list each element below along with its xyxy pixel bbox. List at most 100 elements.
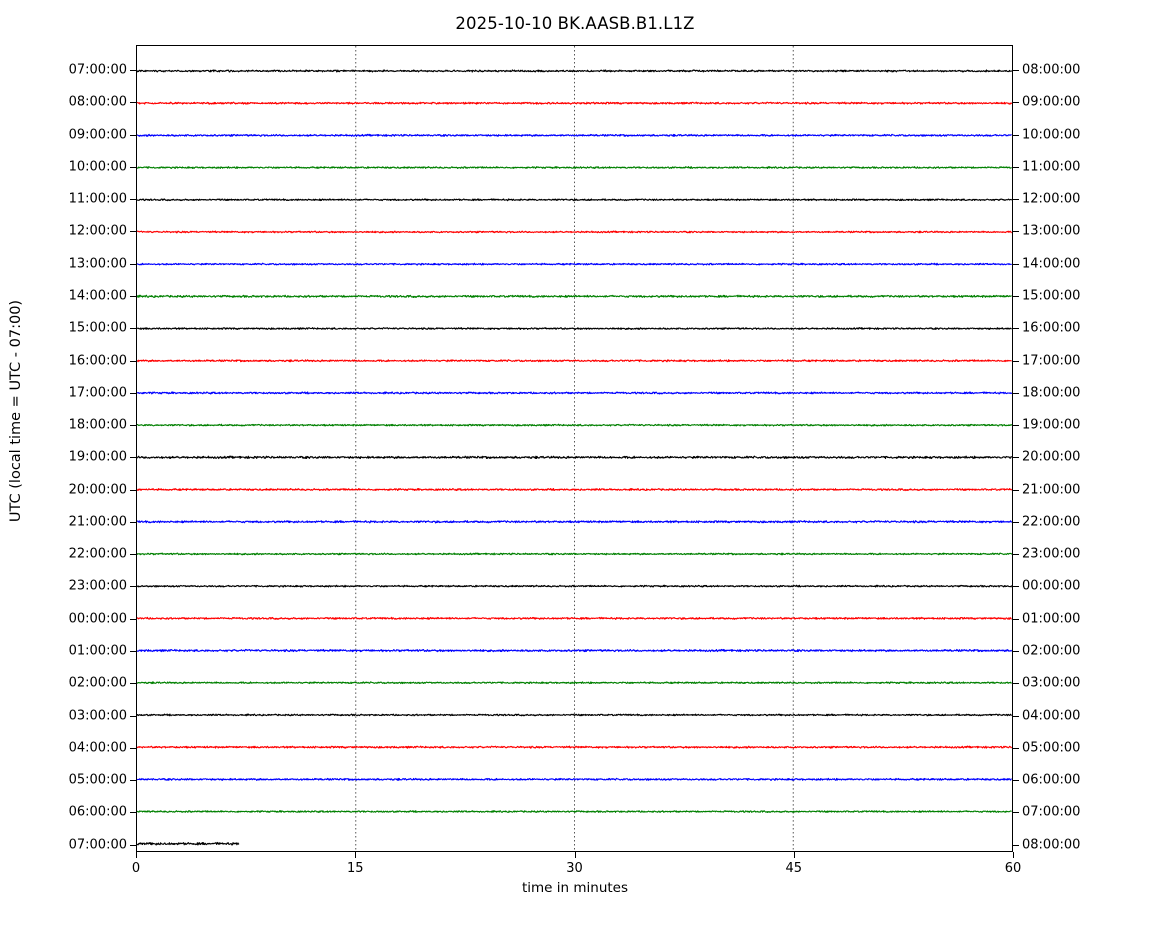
- y-tick-mark-right: [1013, 328, 1019, 330]
- y-tick-mark-left: [130, 134, 136, 136]
- y-tick-label-right: 10:00:00: [1022, 127, 1081, 143]
- y-tick-mark-left: [130, 360, 136, 362]
- y-tick-label-right: 09:00:00: [1022, 94, 1081, 110]
- y-tick-label-right: 11:00:00: [1022, 159, 1081, 175]
- x-tick-mark: [1013, 852, 1014, 858]
- y-tick-mark-left: [130, 392, 136, 394]
- trace-line: [137, 133, 1012, 137]
- y-tick-label-right: 18:00:00: [1022, 385, 1081, 401]
- y-tick-label-left: 20:00:00: [68, 482, 127, 498]
- x-tick-label: 0: [131, 861, 141, 876]
- y-tick-label-left: 07:00:00: [68, 62, 127, 78]
- x-tick-label: 15: [346, 861, 364, 876]
- trace-line: [137, 327, 1012, 331]
- y-tick-label-left: 11:00:00: [68, 191, 127, 207]
- trace-line: [137, 552, 1012, 556]
- y-tick-mark-right: [1013, 844, 1019, 846]
- y-tick-mark-left: [130, 263, 136, 265]
- trace-line: [137, 520, 1012, 524]
- trace-line: [137, 69, 1012, 73]
- y-tick-label-left: 18:00:00: [68, 417, 127, 433]
- y-tick-mark-left: [130, 231, 136, 233]
- trace-line: [137, 262, 1012, 266]
- y-tick-mark-left: [130, 780, 136, 782]
- page-title: 2025-10-10 BK.AASB.B1.L1Z: [455, 14, 695, 33]
- y-tick-mark-right: [1013, 102, 1019, 104]
- y-tick-mark-right: [1013, 554, 1019, 556]
- y-tick-label-left: 23:00:00: [68, 578, 127, 594]
- y-tick-mark-right: [1013, 780, 1019, 782]
- y-tick-mark-right: [1013, 360, 1019, 362]
- trace-line: [137, 455, 1012, 460]
- trace-line: [137, 359, 1012, 363]
- trace-line: [137, 101, 1012, 105]
- y-tick-label-right: 05:00:00: [1022, 740, 1081, 756]
- y-tick-mark-right: [1013, 263, 1019, 265]
- y-tick-mark-right: [1013, 70, 1019, 72]
- x-tick-mark: [793, 852, 795, 858]
- y-tick-mark-left: [130, 166, 136, 168]
- trace-line: [137, 713, 1012, 717]
- y-tick-mark-left: [130, 844, 136, 846]
- y-tick-mark-right: [1013, 618, 1019, 620]
- trace-line: [137, 487, 1012, 492]
- y-tick-label-left: 16:00:00: [68, 353, 127, 369]
- y-tick-label-left: 13:00:00: [68, 256, 127, 272]
- y-tick-label-left: 02:00:00: [68, 675, 127, 691]
- y-tick-label-right: 04:00:00: [1022, 708, 1081, 724]
- y-tick-label-right: 22:00:00: [1022, 514, 1081, 530]
- y-tick-mark-left: [130, 102, 136, 104]
- x-axis-label: time in minutes: [521, 880, 629, 896]
- x-tick-label: 60: [1004, 861, 1022, 876]
- y-tick-mark-left: [130, 199, 136, 201]
- y-tick-mark-left: [130, 70, 136, 72]
- y-tick-label-right: 20:00:00: [1022, 449, 1081, 465]
- y-tick-mark-left: [130, 618, 136, 620]
- y-tick-label-left: 21:00:00: [68, 514, 127, 530]
- y-tick-mark-right: [1013, 231, 1019, 233]
- y-tick-label-left: 22:00:00: [68, 546, 127, 562]
- y-tick-mark-right: [1013, 134, 1019, 136]
- y-tick-mark-right: [1013, 683, 1019, 685]
- y-tick-label-left: 06:00:00: [68, 804, 127, 820]
- y-tick-mark-right: [1013, 812, 1019, 814]
- x-tick-label: 45: [785, 861, 803, 876]
- y-tick-mark-left: [130, 425, 136, 427]
- y-tick-label-right: 07:00:00: [1022, 804, 1081, 820]
- y-tick-label-right: 01:00:00: [1022, 611, 1081, 627]
- x-tick-mark: [136, 852, 137, 858]
- trace-line: [137, 681, 1012, 685]
- y-tick-label-right: 02:00:00: [1022, 643, 1081, 659]
- y-tick-label-left: 04:00:00: [68, 740, 127, 756]
- y-tick-label-right: 08:00:00: [1022, 837, 1081, 853]
- y-tick-mark-left: [130, 457, 136, 459]
- y-tick-label-left: 05:00:00: [68, 772, 127, 788]
- trace-line: [137, 423, 1012, 427]
- y-tick-label-right: 12:00:00: [1022, 191, 1081, 207]
- trace-line: [137, 166, 1012, 169]
- y-tick-label-right: 16:00:00: [1022, 320, 1081, 336]
- y-tick-mark-left: [130, 554, 136, 556]
- y-tick-mark-right: [1013, 392, 1019, 394]
- y-tick-label-right: 15:00:00: [1022, 288, 1081, 304]
- y-tick-label-left: 10:00:00: [68, 159, 127, 175]
- y-tick-label-left: 03:00:00: [68, 708, 127, 724]
- seismogram-traces: [137, 46, 1012, 851]
- y-tick-mark-right: [1013, 521, 1019, 523]
- y-tick-mark-right: [1013, 586, 1019, 588]
- y-tick-mark-left: [130, 812, 136, 814]
- y-tick-label-left: 09:00:00: [68, 127, 127, 143]
- y-tick-mark-left: [130, 521, 136, 523]
- trace-line: [137, 294, 1012, 299]
- trace-line: [137, 198, 1012, 202]
- y-tick-mark-right: [1013, 425, 1019, 427]
- y-tick-label-right: 08:00:00: [1022, 62, 1081, 78]
- y-tick-label-left: 17:00:00: [68, 385, 127, 401]
- trace-line: [137, 777, 1012, 781]
- trace-line: [137, 745, 1012, 749]
- y-tick-mark-left: [130, 715, 136, 717]
- y-tick-label-right: 19:00:00: [1022, 417, 1081, 433]
- y-tick-label-right: 13:00:00: [1022, 223, 1081, 239]
- y-tick-mark-right: [1013, 651, 1019, 653]
- y-tick-mark-right: [1013, 295, 1019, 297]
